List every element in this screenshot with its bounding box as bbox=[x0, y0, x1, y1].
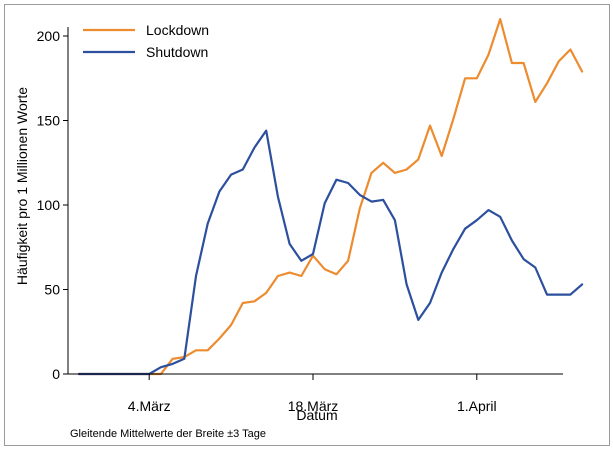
y-tick-label: 150 bbox=[37, 113, 61, 129]
series-line-lockdown bbox=[77, 18, 584, 376]
series-lines bbox=[77, 18, 584, 376]
y-axis-title: Häufigkeit pro 1 Millionen Worte bbox=[14, 87, 30, 285]
footnote: Gleitende Mittelwerte der Breite ±3 Tage bbox=[70, 428, 266, 440]
y-tick-label: 100 bbox=[37, 197, 61, 213]
x-axis-title: Datum bbox=[296, 407, 337, 423]
legend-label: Shutdown bbox=[146, 44, 208, 60]
x-tick-label: 4.März bbox=[128, 398, 171, 414]
chart-frame bbox=[4, 4, 610, 446]
legend-label: Lockdown bbox=[146, 22, 209, 38]
legend: Lockdown Shutdown bbox=[83, 22, 209, 60]
x-tick-label: 18.März bbox=[288, 398, 339, 414]
y-ticks: 0 50 100 150 200 bbox=[37, 28, 68, 382]
y-tick-label: 200 bbox=[37, 28, 61, 44]
series-line-shutdown bbox=[77, 129, 584, 376]
x-tick-label: 1.April bbox=[457, 398, 497, 414]
y-tick-label: 50 bbox=[44, 282, 60, 298]
y-tick-label: 0 bbox=[52, 366, 60, 382]
